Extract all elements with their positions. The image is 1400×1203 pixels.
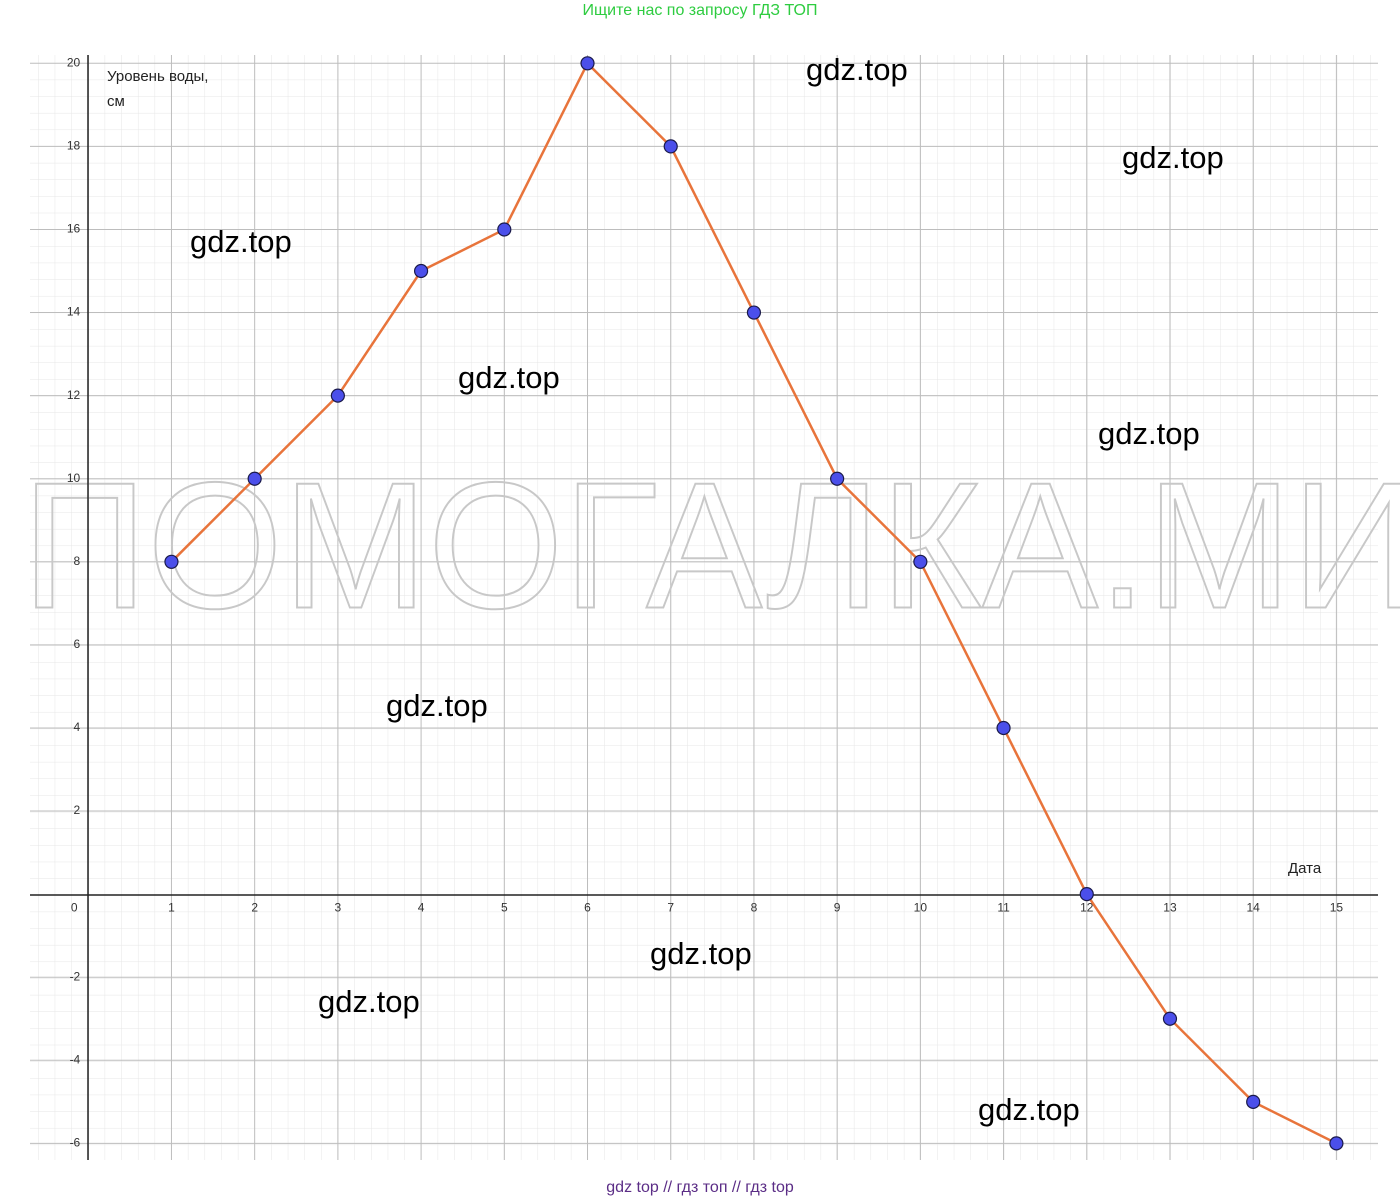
- data-point: [247, 471, 262, 486]
- watermark: gdz.top: [190, 224, 292, 259]
- y-tick-label: 10: [67, 471, 81, 485]
- y-tick-label: -6: [70, 1136, 81, 1150]
- y-tick-label: 20: [67, 55, 81, 69]
- x-tick-label: 6: [584, 900, 591, 914]
- x-tick-label: 4: [418, 900, 425, 914]
- data-point: [996, 720, 1011, 736]
- data-point: [497, 222, 512, 237]
- header: Ищите нас по запросу ГДЗ ТОП: [583, 2, 818, 19]
- x-tick-label: 0: [71, 900, 78, 914]
- data-point: [413, 263, 429, 279]
- x-tick-label: 9: [834, 900, 841, 914]
- y-tick-label: 6: [74, 637, 81, 651]
- watermark: gdz.top: [386, 688, 488, 723]
- y-label: см: [107, 93, 125, 110]
- y-tick-label: -2: [70, 969, 81, 983]
- y-tick-label: 16: [67, 222, 81, 236]
- y-tick-label: 2: [74, 803, 81, 817]
- data-point: [1329, 1136, 1344, 1151]
- x-tick-label: 11: [997, 900, 1010, 914]
- watermark: gdz.top: [458, 360, 560, 395]
- y-tick-label: -4: [70, 1052, 81, 1066]
- watermark: gdz.top: [806, 52, 908, 87]
- x-tick-label: 8: [751, 900, 758, 914]
- data-point: [913, 554, 928, 569]
- data-point: [1079, 887, 1094, 902]
- footer: gdz top // гдз топ // гдз top: [606, 1179, 794, 1196]
- x-tick-label: 15: [1330, 900, 1344, 914]
- x-tick-label: 10: [914, 900, 928, 914]
- y-tick-label: 4: [74, 720, 81, 734]
- data-point: [663, 139, 678, 154]
- y-tick-label: 18: [67, 139, 81, 153]
- x-tick-label: 5: [501, 900, 508, 914]
- x-tick-label: 12: [1080, 900, 1094, 914]
- y-tick-label: 14: [67, 305, 81, 319]
- y-tick-label: 12: [67, 388, 81, 402]
- data-point: [1162, 1011, 1178, 1026]
- watermark: gdz.top: [1122, 140, 1224, 175]
- x-tick-label: 14: [1247, 900, 1261, 914]
- y-label: Уровень воды,: [107, 68, 208, 85]
- watermark: gdz.top: [1098, 416, 1200, 451]
- data-point: [164, 554, 179, 569]
- x-label: Дата: [1288, 860, 1322, 877]
- x-tick-label: 2: [251, 900, 258, 914]
- watermark: gdz.top: [978, 1092, 1080, 1127]
- y-tick-label: 8: [74, 554, 81, 568]
- watermark: gdz.top: [650, 936, 752, 971]
- x-tick-label: 13: [1163, 900, 1177, 914]
- data-point: [1246, 1094, 1261, 1109]
- x-tick-label: 3: [335, 900, 342, 914]
- watermark-big: ПОМОГАЛКА.МИ: [22, 446, 1400, 647]
- data-point: [580, 56, 595, 71]
- data-point: [746, 305, 762, 320]
- data-point: [330, 388, 345, 403]
- x-tick-label: 7: [667, 900, 674, 914]
- watermark: gdz.top: [318, 984, 420, 1019]
- data-point: [830, 471, 845, 486]
- x-tick-label: 1: [168, 900, 175, 914]
